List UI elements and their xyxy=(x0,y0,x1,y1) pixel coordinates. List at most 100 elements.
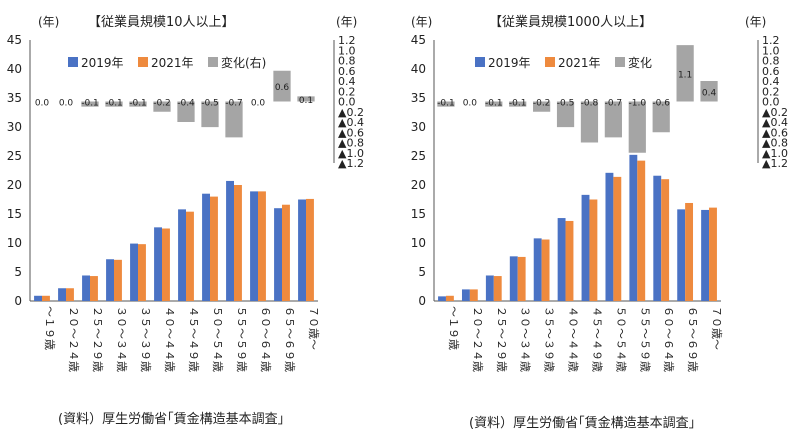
bar-2021 xyxy=(661,179,670,301)
legend-swatch xyxy=(208,57,218,67)
right-axis-unit: (年) xyxy=(745,15,766,29)
left-axis-unit: (年) xyxy=(411,15,432,29)
right-tick-label: ▲1.0 xyxy=(762,147,788,160)
bar-2019 xyxy=(533,238,542,301)
bar-2019 xyxy=(82,275,90,301)
y-tick-label: 40 xyxy=(411,62,426,76)
y-tick-label: 40 xyxy=(7,62,22,76)
legend-label: 変化 xyxy=(628,55,652,70)
change-bar xyxy=(437,101,455,107)
legend-swatch xyxy=(68,57,78,67)
bar-2021 xyxy=(709,207,717,301)
bar-2019 xyxy=(130,243,138,301)
chart-title: 【従業員規模1000人以上】 xyxy=(489,14,652,30)
bar-2021 xyxy=(114,259,122,301)
bar-2021 xyxy=(234,185,242,301)
x-tick-label: ～１９歳 xyxy=(447,306,460,350)
x-tick-label: ２５～２９歳 xyxy=(91,306,104,372)
change-bar xyxy=(201,101,219,128)
bar-2021 xyxy=(637,160,646,301)
x-tick-label: ６５～６９歳 xyxy=(283,306,296,372)
left-axis-unit: (年) xyxy=(38,15,59,29)
change-bar xyxy=(177,101,195,122)
right-tick-label: ▲1.0 xyxy=(338,147,364,160)
change-label: -0.1 xyxy=(509,99,527,109)
x-tick-label: ４５～４９歳 xyxy=(187,306,200,372)
right-tick-label: 0.6 xyxy=(762,65,780,78)
bar-2019 xyxy=(154,227,162,301)
legend-label: 2019年 xyxy=(488,56,531,70)
change-bar xyxy=(700,81,718,102)
change-label: 0.0 xyxy=(35,99,50,109)
bar-2019 xyxy=(58,288,66,301)
x-tick-label: ４５～４９歳 xyxy=(590,306,603,372)
right-axis-unit: (年) xyxy=(336,15,357,29)
change-bar xyxy=(652,101,670,133)
right-tick-label: ▲0.8 xyxy=(762,137,788,150)
legend-label: 2019年 xyxy=(81,56,124,70)
legend-swatch xyxy=(545,57,555,67)
right-tick-label: 1.0 xyxy=(338,44,356,57)
bar-2021 xyxy=(138,244,146,301)
change-label: -0.4 xyxy=(177,99,195,109)
change-bar xyxy=(153,101,171,112)
bar-2019 xyxy=(178,209,186,301)
y-tick-label: 30 xyxy=(7,120,22,134)
x-tick-label: ５５～５９歳 xyxy=(638,306,651,372)
bar-2019 xyxy=(202,193,210,301)
right-tick-label: 1.2 xyxy=(762,34,780,47)
right-tick-label: 0.2 xyxy=(762,85,780,98)
bar-2021 xyxy=(258,191,266,301)
bar-2019 xyxy=(701,209,710,301)
right-tick-label: 0.6 xyxy=(338,65,356,78)
right-tick-label: ▲1.2 xyxy=(762,157,788,170)
bar-2021 xyxy=(282,204,290,301)
bar-2019 xyxy=(509,256,518,301)
right-tick-label: 1.0 xyxy=(762,44,780,57)
x-tick-label: ４０～４４歳 xyxy=(163,306,176,372)
bar-2019 xyxy=(677,209,686,301)
x-tick-label: ６５～６９歳 xyxy=(686,306,699,372)
x-tick-label: ３０～３４歳 xyxy=(519,306,532,372)
y-tick-label: 10 xyxy=(7,236,22,250)
change-label: -0.1 xyxy=(81,99,99,109)
change-label: -0.1 xyxy=(485,99,503,109)
right-tick-label: 0.0 xyxy=(762,96,780,109)
bar-2021 xyxy=(541,239,550,301)
bar-2019 xyxy=(438,296,446,301)
change-label: 0.0 xyxy=(59,99,74,109)
x-tick-label: ７０歳～ xyxy=(307,306,320,350)
source-note-left: (資料）厚生労働省｢賃金構造基本調査｣ xyxy=(58,412,285,427)
change-bar xyxy=(580,101,599,143)
y-tick-label: 0 xyxy=(418,294,426,308)
change-label: -0.6 xyxy=(652,99,670,109)
legend-swatch xyxy=(475,57,485,67)
bar-2021 xyxy=(42,295,50,301)
bar-2021 xyxy=(685,202,694,301)
right-tick-label: ▲0.6 xyxy=(762,126,788,139)
y-tick-label: 10 xyxy=(411,236,426,250)
y-tick-label: 20 xyxy=(411,178,426,192)
change-label: 0.6 xyxy=(275,83,290,93)
chart-title: 【従業員規模10人以上】 xyxy=(88,14,235,30)
change-bar xyxy=(676,45,694,102)
y-tick-label: 35 xyxy=(7,91,22,105)
change-label: -0.1 xyxy=(437,99,455,109)
bar-2019 xyxy=(557,218,566,301)
right-tick-label: ▲0.2 xyxy=(762,106,788,119)
change-bar xyxy=(485,101,503,107)
bar-2021 xyxy=(613,176,622,301)
bar-2019 xyxy=(274,208,282,301)
legend-label: 変化(右) xyxy=(221,55,266,70)
change-label: -0.5 xyxy=(201,99,219,109)
chart-left: (年) 【従業員規模10人以上】 (年) 0 5 10 15 20 25 30 35 40 45 ▲1.2… xyxy=(7,14,364,372)
bar-2021 xyxy=(90,276,98,301)
y-tick-label: 45 xyxy=(411,33,426,47)
bar-2021 xyxy=(306,198,314,301)
change-label: -0.1 xyxy=(105,99,123,109)
right-tick-label: 0.8 xyxy=(762,55,780,68)
bar-2019 xyxy=(653,175,662,301)
change-bar xyxy=(81,101,99,107)
bar-2019 xyxy=(34,295,42,301)
